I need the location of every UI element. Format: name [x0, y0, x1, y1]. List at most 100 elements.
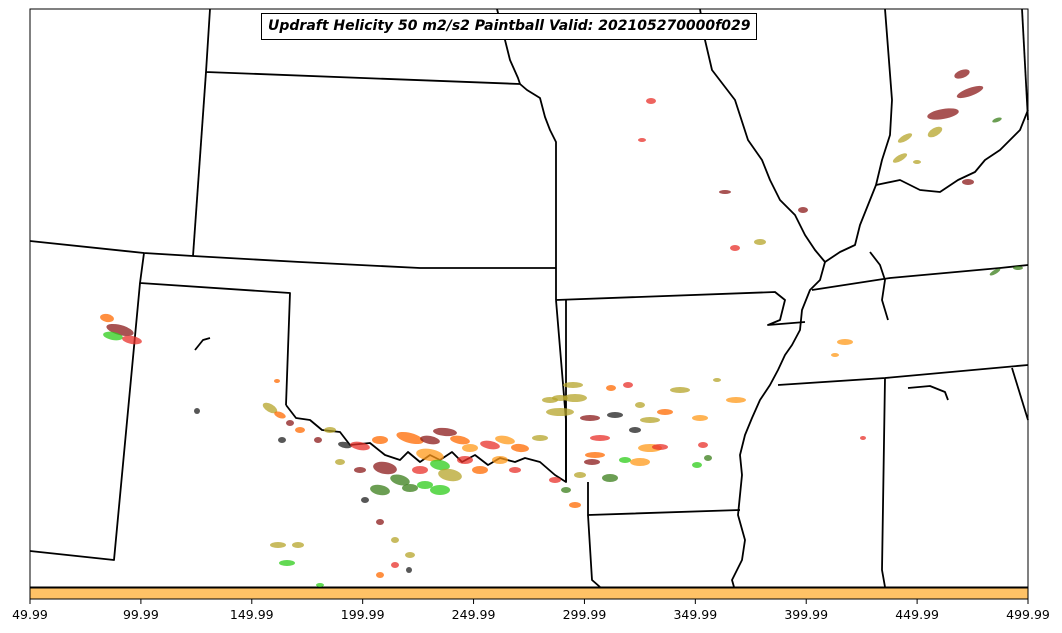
paintball-blob: [416, 448, 444, 462]
paintball-blob: [274, 379, 280, 383]
paintball-blob: [580, 415, 600, 421]
paintball-blob: [402, 484, 418, 492]
paintball-blob: [194, 408, 200, 414]
paintball-blob: [412, 466, 428, 474]
paintball-blob: [630, 458, 650, 466]
paintball-blob: [390, 474, 410, 486]
paintball-blob: [623, 382, 633, 388]
paintball-blob: [391, 562, 399, 568]
paintball-blob: [492, 456, 508, 464]
paintball-blob: [719, 190, 731, 194]
paintball-blob: [406, 567, 412, 573]
paintball-blob: [316, 583, 324, 587]
colorbar-tick-label: 249.99: [452, 607, 496, 622]
colorbar-tick-label: 499.99: [1006, 607, 1050, 622]
paintball-blob: [561, 487, 571, 493]
paintball-blob: [438, 468, 462, 482]
colorbar-tick-label: 349.99: [673, 607, 717, 622]
paintball-blob: [279, 560, 295, 566]
paintball-blob: [927, 108, 959, 120]
paintball-blob: [373, 461, 397, 475]
paintball-blob: [391, 537, 399, 543]
paintball-blob: [897, 133, 913, 143]
colorbar-tick-label: 199.99: [341, 607, 385, 622]
paintball-blob: [698, 442, 708, 448]
paintball-blob: [585, 452, 605, 458]
paintball-blob: [286, 420, 294, 426]
paintball-blob: [730, 245, 740, 251]
paintball-blob: [754, 239, 766, 245]
paintball-blob: [324, 427, 336, 433]
paintball-blob: [692, 462, 702, 468]
paintball-blob: [278, 437, 286, 443]
paintball-blob: [511, 443, 529, 453]
paintball-blob: [546, 408, 574, 416]
paintball-blob: [726, 397, 746, 403]
paintball-blob: [495, 435, 515, 445]
paintball-blob: [480, 440, 500, 450]
paintball-blob: [396, 431, 424, 445]
colorbar-tick-label: 449.99: [895, 607, 939, 622]
paintball-blob: [376, 519, 384, 525]
paintball-blob: [509, 467, 521, 473]
paintball-blob: [122, 335, 142, 345]
paintball-blob: [574, 472, 586, 478]
paintball-blob: [430, 485, 450, 495]
paintball-blob: [590, 435, 610, 441]
paintball-blob: [295, 427, 305, 433]
paintball-blob: [913, 160, 921, 164]
colorbar-tick-label: 99.99: [123, 607, 159, 622]
paintball-blob: [657, 409, 673, 415]
paintball-blob: [335, 459, 345, 465]
paintball-blob: [430, 459, 450, 471]
colorbar-tick-label: 149.99: [230, 607, 274, 622]
paintball-blob: [638, 138, 646, 142]
paintball-layer: [100, 69, 1023, 587]
paintball-blob: [704, 455, 712, 461]
paintball-blob: [370, 484, 390, 496]
paintball-blob: [262, 402, 278, 414]
paintball-blob: [713, 378, 721, 382]
paintball-blob: [361, 497, 369, 503]
paintball-blob: [670, 387, 690, 393]
paintball-blob: [462, 444, 478, 452]
paintball-blob: [563, 382, 583, 388]
paintball-blob: [652, 444, 668, 450]
paintball-blob: [646, 98, 656, 104]
paintball-blob: [292, 542, 304, 548]
paintball-blob: [457, 456, 473, 464]
paintball-blob: [606, 385, 616, 391]
paintball-blob: [354, 467, 366, 473]
colorbar-ticks: 49.99 99.99 149.99 199.99 249.99 299.99 349.99…: [12, 599, 1050, 622]
colorbar: [29, 587, 1029, 600]
paintball-blob: [549, 477, 561, 483]
paintball-blob: [420, 435, 440, 445]
paintball-blob: [417, 481, 433, 489]
paintball-blob: [992, 117, 1002, 123]
paintball-blob: [569, 502, 581, 508]
paintball-blob: [450, 435, 470, 445]
paintball-blob: [405, 552, 415, 558]
paintball-blob: [602, 474, 618, 482]
paintball-blob: [962, 179, 974, 185]
paintball-blob: [100, 313, 114, 323]
paintball-blob: [635, 402, 645, 408]
paintball-blob: [433, 427, 457, 437]
paintball-blob: [270, 542, 286, 548]
paintball-blob: [831, 353, 839, 357]
paintball-blob: [837, 339, 853, 345]
paintball-blob: [584, 459, 600, 465]
state-boundaries: [29, 8, 1029, 588]
paintball-blob: [989, 268, 1001, 276]
paintball-blob: [372, 436, 388, 444]
paintball-blob: [1013, 266, 1023, 270]
paintball-blob: [629, 427, 641, 433]
paintball-blob: [607, 412, 623, 418]
paintball-blob: [860, 436, 866, 440]
paintball-blob: [532, 435, 548, 441]
colorbar-tick-label: 49.99: [12, 607, 48, 622]
paintball-blob: [274, 411, 286, 419]
paintball-blob: [640, 417, 660, 423]
paintball-blob: [542, 397, 558, 403]
